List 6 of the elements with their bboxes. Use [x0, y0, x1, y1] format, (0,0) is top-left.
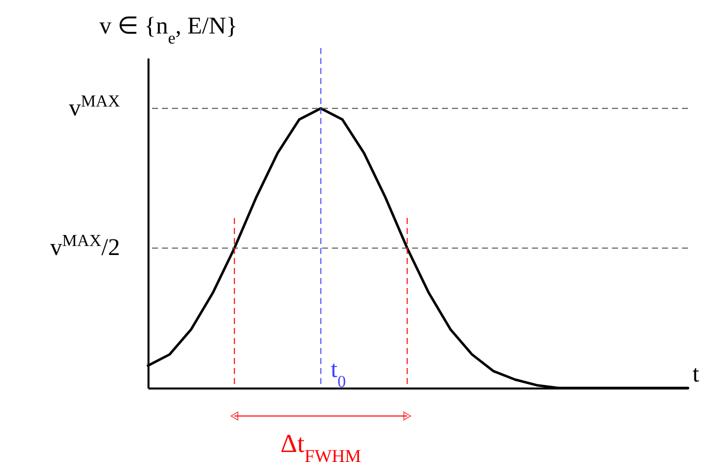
ref-line-label: v$^{MAX}$/2 [50, 230, 120, 262]
ref-line-label: v$^{MAX}$ [68, 90, 120, 122]
y-axis-title: v ∈ {n$_{e}$, E/N} [99, 14, 238, 47]
x-axis-title: t [692, 362, 700, 388]
text: Δt$_{FWHM}$ [280, 429, 362, 462]
annotation: t$_{0}$ [330, 357, 346, 390]
